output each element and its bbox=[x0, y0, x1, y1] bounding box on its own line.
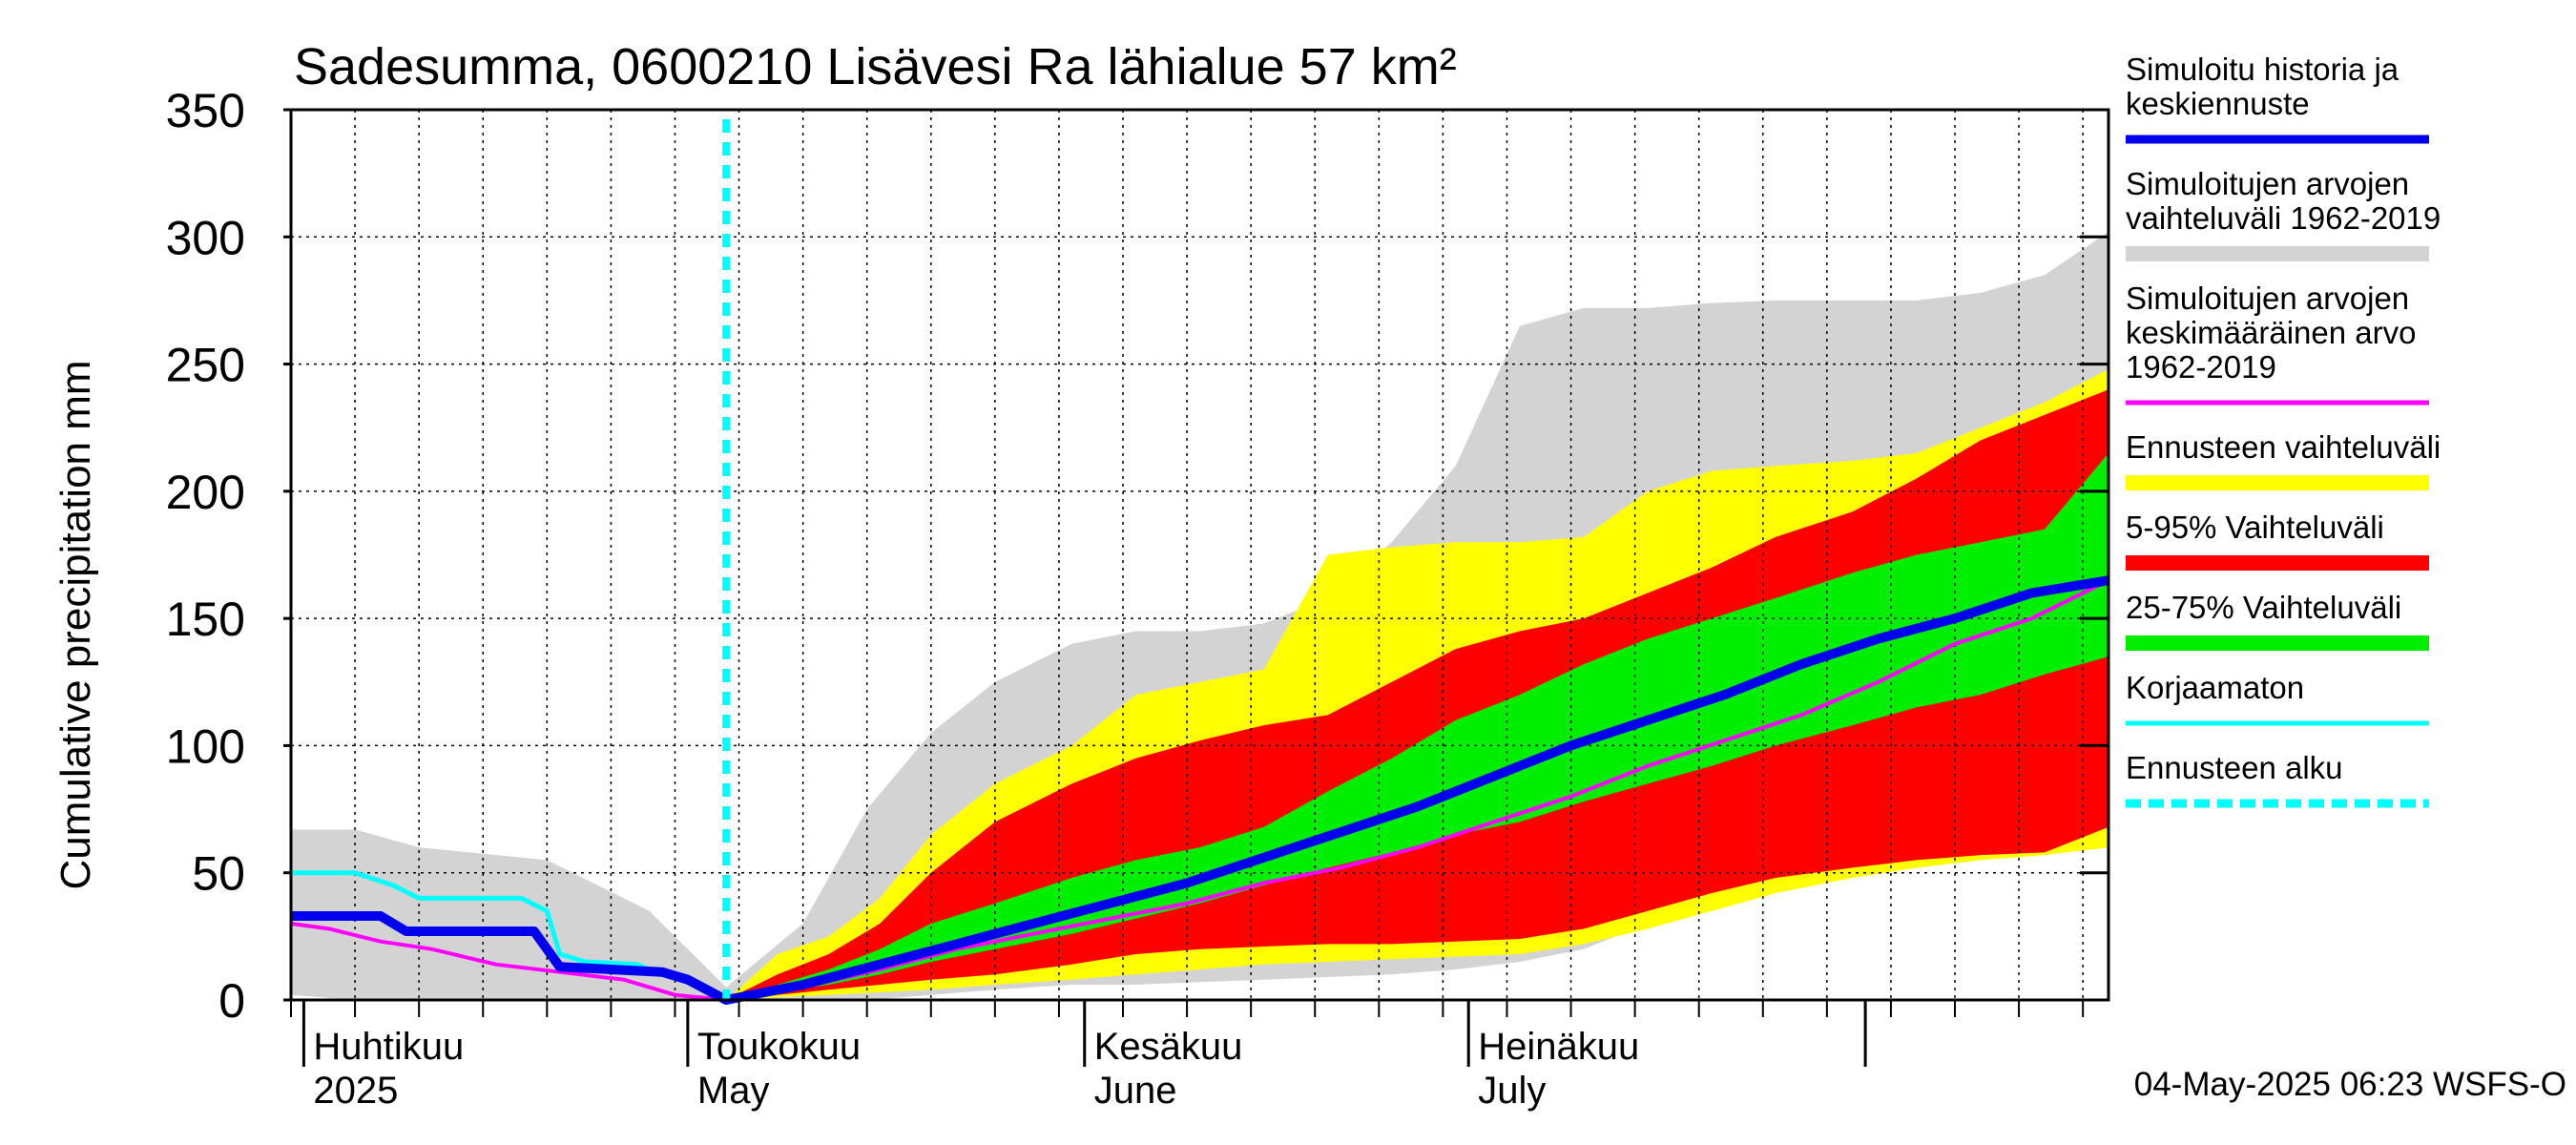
timestamp-label: 04-May-2025 06:23 WSFS-O bbox=[2134, 1066, 2566, 1103]
series-line-simuloitujen-arvojen-keskim-r-inen-arvo-1962-2019 bbox=[290, 578, 2109, 1002]
y-tick-label: 150 bbox=[166, 593, 245, 646]
month-label-bottom: July bbox=[1478, 1070, 1546, 1112]
chart-title: Sadesumma, 0600210 Lisävesi Ra lähialue … bbox=[294, 38, 1457, 95]
series-line-simuloitu-historia-ja-keskiennuste bbox=[291, 575, 2109, 1005]
plot-area bbox=[290, 109, 2109, 1005]
y-tick-label: 300 bbox=[166, 211, 245, 264]
legend-label: Simuloitujen arvojen bbox=[2126, 281, 2409, 316]
y-tick-label: 100 bbox=[166, 719, 245, 773]
month-label-bottom: 2025 bbox=[313, 1070, 398, 1112]
month-label-bottom: June bbox=[1094, 1070, 1177, 1112]
band-5-95-vaihteluv-li bbox=[726, 389, 2109, 1000]
month-label-bottom: May bbox=[697, 1070, 770, 1112]
legend-label: vaihteluväli 1962-2019 bbox=[2126, 200, 2441, 236]
grid bbox=[290, 109, 2109, 1001]
band-25-75-vaihteluv-li bbox=[726, 452, 2109, 1000]
legend-label: 5-95% Vaihteluväli bbox=[2126, 510, 2384, 545]
legend-label: Ennusteen vaihteluväli bbox=[2126, 429, 2441, 465]
month-label-top: Heinäkuu bbox=[1478, 1026, 1639, 1068]
legend-label: Simuloitujen arvojen bbox=[2126, 166, 2409, 201]
legend-label: 25-75% Vaihteluväli bbox=[2126, 590, 2401, 625]
y-tick-label: 200 bbox=[166, 466, 245, 519]
legend-label: Simuloitu historia ja bbox=[2126, 52, 2399, 87]
legend-label: Korjaamaton bbox=[2126, 670, 2304, 705]
plot-frame bbox=[289, 108, 2110, 1002]
y-tick-label: 250 bbox=[166, 339, 245, 392]
legend-label: 1962-2019 bbox=[2126, 349, 2276, 385]
y-tick-label: 50 bbox=[192, 847, 245, 901]
y-axis-label: Cumulative precipitation mm bbox=[52, 360, 99, 889]
legend-label: keskiennuste bbox=[2126, 86, 2310, 121]
month-label-top: Toukokuu bbox=[697, 1026, 861, 1068]
legend-label: Ennusteen alku bbox=[2126, 750, 2343, 785]
y-tick-label: 0 bbox=[218, 974, 245, 1028]
y-tick-label: 350 bbox=[166, 84, 245, 137]
month-label-top: Huhtikuu bbox=[313, 1026, 464, 1068]
legend-label: keskimääräinen arvo bbox=[2126, 315, 2416, 350]
month-label-top: Kesäkuu bbox=[1094, 1026, 1243, 1068]
